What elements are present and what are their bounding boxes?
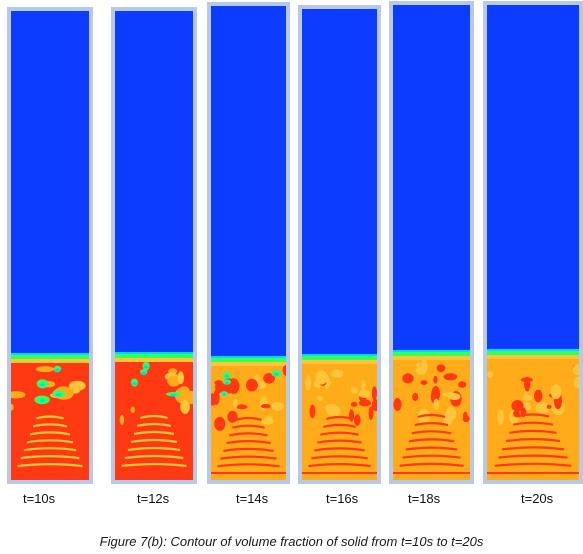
contour-panel-t-18s <box>389 1 474 484</box>
panel-label-t14: t=14s <box>236 491 269 506</box>
panel-label-t18: t=18s <box>408 491 441 506</box>
panel-label-t16: t=16s <box>326 491 359 506</box>
contour-panel-t-14s <box>207 2 290 484</box>
contour-panel-t-12s <box>111 7 197 484</box>
panel-label-t20: t=20s <box>521 491 554 506</box>
contour-panels <box>7 1 583 484</box>
contour-panel-t-20s <box>483 1 583 484</box>
contour-panel-t-10s <box>7 7 93 484</box>
panel-label-t12: t=12s <box>137 491 170 506</box>
panel-label-t10: t=10s <box>23 491 56 506</box>
contour-panel-t-16s <box>298 5 381 484</box>
figure-caption: Figure 7(b): Contour of volume fraction … <box>99 534 484 549</box>
